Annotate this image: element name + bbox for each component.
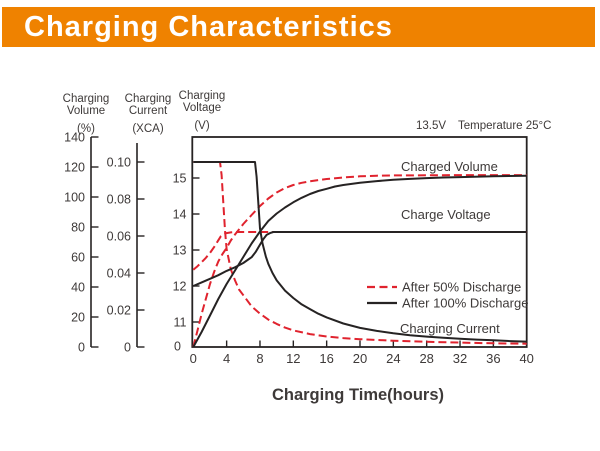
- y-axis-title-current: Charging: [125, 93, 172, 105]
- y-axis-current-tick-label: 0: [124, 341, 131, 355]
- y-axis-volume-tick-label: 60: [71, 251, 85, 265]
- y-axis-volume-tick-label: 40: [71, 281, 85, 295]
- y-axis-voltage-zero-label: 0: [174, 340, 181, 354]
- x-axis-tick-label: 36: [486, 351, 500, 366]
- x-axis-tick-label: 20: [353, 351, 367, 366]
- y-axis-title-voltage: Voltage: [183, 102, 221, 114]
- series-charge-voltage-after-50pct-discharge: [192, 231, 527, 271]
- x-axis-tick-label: 12: [286, 351, 300, 366]
- y-axis-title-current: Current: [129, 105, 168, 117]
- y-axis-title-voltage: Charging: [179, 90, 226, 102]
- legend-label-50pct: After 50% Discharge: [402, 280, 521, 295]
- series-charging-current-after-100pct-discharge: [193, 161, 527, 343]
- y-axis-voltage-tick-label: 14: [173, 208, 187, 222]
- y-axis-unit-voltage: (V): [194, 120, 210, 132]
- y-axis-unit-current: (XCA): [132, 123, 163, 135]
- curve-label-charged-volume: Charged Volume: [401, 159, 498, 174]
- x-axis-tick-label: 32: [453, 351, 467, 366]
- y-axis-current-tick-label: 0.06: [107, 230, 131, 244]
- series-charged-volume-after-100pct-discharge: [192, 174, 527, 348]
- y-axis-current-tick-label: 0.08: [107, 193, 131, 207]
- y-axis-volume-tick-label: 140: [64, 131, 85, 145]
- annotation-temperature: Temperature 25°C: [458, 120, 551, 132]
- x-axis-tick-label: 40: [519, 351, 533, 366]
- y-axis-volume-tick-label: 0: [78, 341, 85, 355]
- curve-label-charge-voltage: Charge Voltage: [401, 207, 491, 222]
- y-axis-volume-tick-label: 100: [64, 191, 85, 205]
- page-title: Charging Characteristics: [24, 11, 393, 43]
- title-bar: Charging Characteristics: [2, 7, 595, 47]
- y-axis-voltage-tick-label: 12: [173, 280, 187, 294]
- x-axis-tick-label: 16: [319, 351, 333, 366]
- x-axis-tick-label: 0: [190, 351, 197, 366]
- y-axis-current-tick-label: 0.04: [107, 267, 131, 281]
- y-axis-unit-volume: (%): [77, 123, 95, 135]
- series-charging-current-after-50pct-discharge: [193, 161, 527, 345]
- series-charge-voltage-after-100pct-discharge: [192, 231, 527, 287]
- curve-label-charging-current: Charging Current: [400, 321, 500, 336]
- y-axis-title-volume: Volume: [67, 105, 105, 117]
- annotation-voltage-setpoint: 13.5V: [416, 120, 446, 132]
- y-axis-title-volume: Charging: [63, 93, 110, 105]
- series-charged-volume-after-50pct-discharge: [192, 174, 527, 348]
- y-axis-volume-tick-label: 80: [71, 221, 85, 235]
- y-axis-volume-tick-label: 120: [64, 161, 85, 175]
- x-axis-tick-label: 4: [223, 351, 230, 366]
- y-axis-voltage-tick-label: 15: [173, 172, 187, 186]
- legend-label-100pct: After 100% Discharge: [402, 296, 528, 311]
- y-axis-current-tick-label: 0.10: [107, 156, 131, 170]
- x-axis-title: Charging Time(hours): [272, 386, 444, 404]
- y-axis-voltage-tick-label: 11: [174, 316, 187, 330]
- x-axis-tick-label: 24: [386, 351, 400, 366]
- x-axis-tick-label: 28: [419, 351, 433, 366]
- y-axis-voltage-tick-label: 13: [173, 244, 187, 258]
- y-axis-volume-tick-label: 20: [71, 311, 85, 325]
- y-axis-current-tick-label: 0.02: [107, 304, 131, 318]
- x-axis-tick-label: 8: [256, 351, 263, 366]
